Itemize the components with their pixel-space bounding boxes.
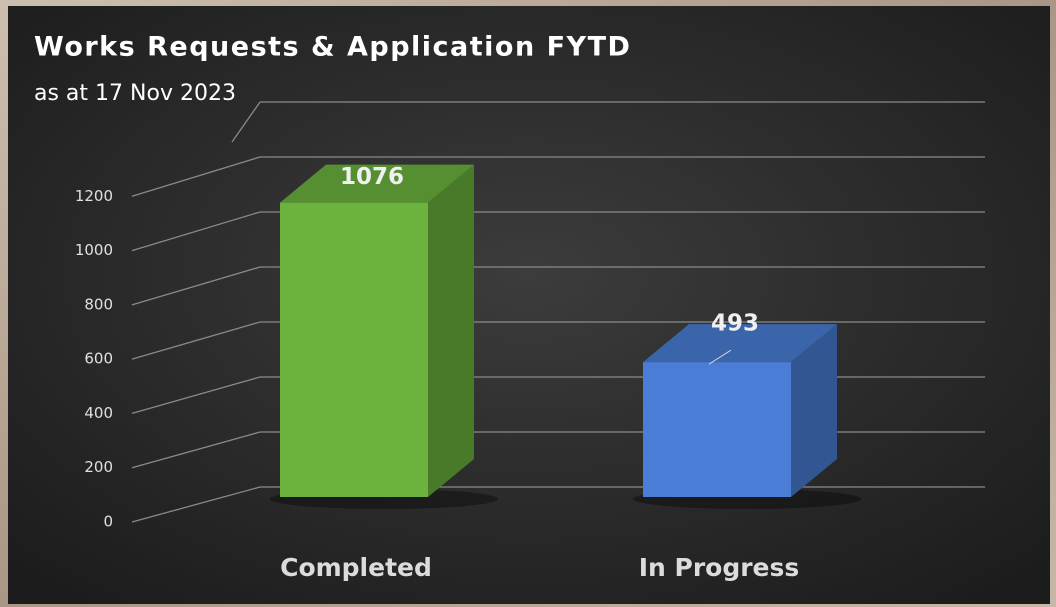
y-tick-label: 0 (103, 513, 113, 531)
bar (643, 362, 791, 497)
bar-side (428, 164, 474, 497)
bar-side (791, 324, 837, 497)
grid-line (131, 486, 261, 523)
leader-line (708, 349, 732, 365)
y-tick-label: 1000 (75, 241, 113, 259)
x-tick-label: Completed (280, 553, 432, 582)
y-tick-label: 200 (84, 458, 113, 476)
panel (8, 6, 1050, 604)
grid-line (131, 376, 261, 415)
y-tick-label: 600 (84, 350, 113, 368)
data-label: 493 (711, 311, 759, 337)
data-label: 1076 (340, 164, 404, 190)
y-tick-label: 800 (84, 295, 113, 313)
grid-line (231, 101, 261, 143)
bar-top (643, 324, 837, 363)
grid-line (131, 211, 261, 252)
chart-title: Works Requests & Application FYTD (34, 32, 631, 63)
y-tick-label: 400 (84, 404, 113, 422)
grid-line (131, 321, 261, 360)
bar-top (280, 164, 474, 203)
bar (280, 202, 428, 497)
chart-subtitle: as at 17 Nov 2023 (34, 81, 236, 106)
grid-line (131, 156, 261, 197)
grid-line (131, 266, 261, 306)
x-tick-label: In Progress (639, 553, 800, 582)
grid-line (131, 431, 261, 469)
y-tick-label: 1200 (75, 187, 113, 205)
